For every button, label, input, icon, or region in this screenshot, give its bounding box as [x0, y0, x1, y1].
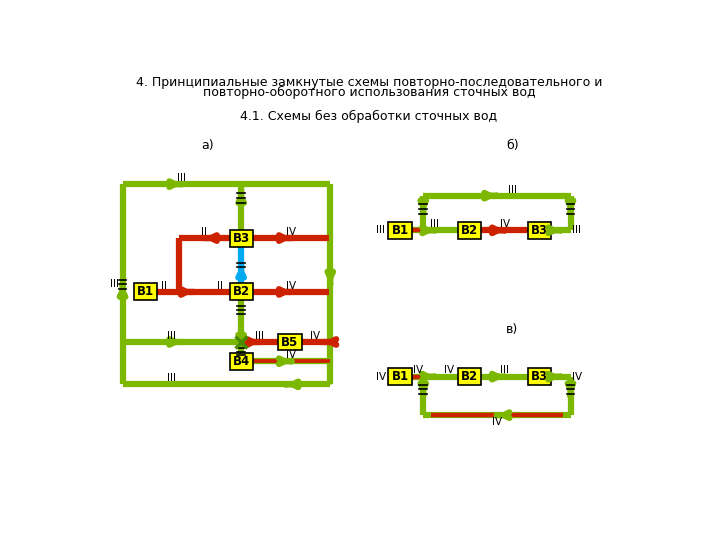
Text: III: III — [177, 173, 186, 183]
Text: IV: IV — [287, 281, 297, 291]
Text: в): в) — [506, 323, 518, 336]
Text: II: II — [161, 281, 166, 291]
Text: III: III — [376, 225, 385, 235]
Text: IV: IV — [572, 372, 582, 382]
Text: B3: B3 — [233, 232, 250, 245]
Text: B5: B5 — [282, 335, 299, 348]
Text: б): б) — [506, 139, 518, 152]
FancyBboxPatch shape — [528, 222, 551, 239]
Text: IV: IV — [492, 417, 502, 427]
Text: IV: IV — [500, 219, 510, 229]
Text: B1: B1 — [392, 224, 408, 237]
Text: B1: B1 — [392, 370, 408, 383]
Text: III: III — [167, 331, 176, 341]
Text: III: III — [255, 331, 264, 341]
Text: II: II — [217, 281, 223, 291]
FancyBboxPatch shape — [230, 230, 253, 247]
Text: III: III — [431, 219, 439, 229]
Text: 4. Принципиальные замкнутые схемы повторно-последовательного и: 4. Принципиальные замкнутые схемы повтор… — [136, 76, 602, 89]
Text: III: III — [500, 366, 509, 375]
Text: повторно-оборотного использования сточных вод: повторно-оборотного использования сточны… — [203, 86, 535, 99]
FancyBboxPatch shape — [458, 222, 482, 239]
FancyBboxPatch shape — [230, 284, 253, 300]
Text: IV: IV — [310, 331, 320, 341]
Text: III: III — [508, 185, 517, 194]
FancyBboxPatch shape — [279, 334, 302, 350]
FancyBboxPatch shape — [388, 222, 412, 239]
Text: B3: B3 — [531, 224, 548, 237]
Text: IV: IV — [287, 227, 297, 237]
FancyBboxPatch shape — [458, 368, 482, 385]
Text: B2: B2 — [462, 224, 478, 237]
Text: IV: IV — [287, 350, 297, 360]
FancyBboxPatch shape — [134, 284, 158, 300]
Text: III: III — [572, 225, 581, 235]
Text: а): а) — [202, 139, 214, 152]
Text: III: III — [110, 279, 120, 289]
Text: B2: B2 — [462, 370, 478, 383]
Text: B4: B4 — [233, 355, 250, 368]
Text: B2: B2 — [233, 286, 250, 299]
Text: IV: IV — [444, 366, 454, 375]
Text: B1: B1 — [138, 286, 154, 299]
Text: II: II — [202, 227, 207, 237]
Text: IV: IV — [413, 366, 423, 375]
Text: IV: IV — [376, 372, 386, 382]
FancyBboxPatch shape — [388, 368, 412, 385]
Text: 4.1. Схемы без обработки сточных вод: 4.1. Схемы без обработки сточных вод — [240, 110, 498, 123]
Text: III: III — [167, 373, 176, 383]
Text: B3: B3 — [531, 370, 548, 383]
FancyBboxPatch shape — [230, 353, 253, 370]
FancyBboxPatch shape — [528, 368, 551, 385]
